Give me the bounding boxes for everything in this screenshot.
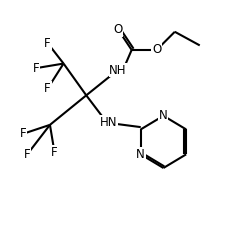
Text: O: O — [152, 43, 161, 57]
Text: F: F — [44, 82, 51, 95]
Text: N: N — [159, 109, 168, 122]
Text: HN: HN — [100, 116, 118, 129]
Text: F: F — [19, 127, 26, 141]
Text: F: F — [51, 146, 58, 159]
Text: N: N — [136, 148, 145, 161]
Text: NH: NH — [109, 64, 127, 77]
Text: F: F — [33, 62, 40, 75]
Text: F: F — [24, 148, 31, 161]
Text: F: F — [44, 37, 51, 50]
Text: O: O — [114, 23, 123, 36]
